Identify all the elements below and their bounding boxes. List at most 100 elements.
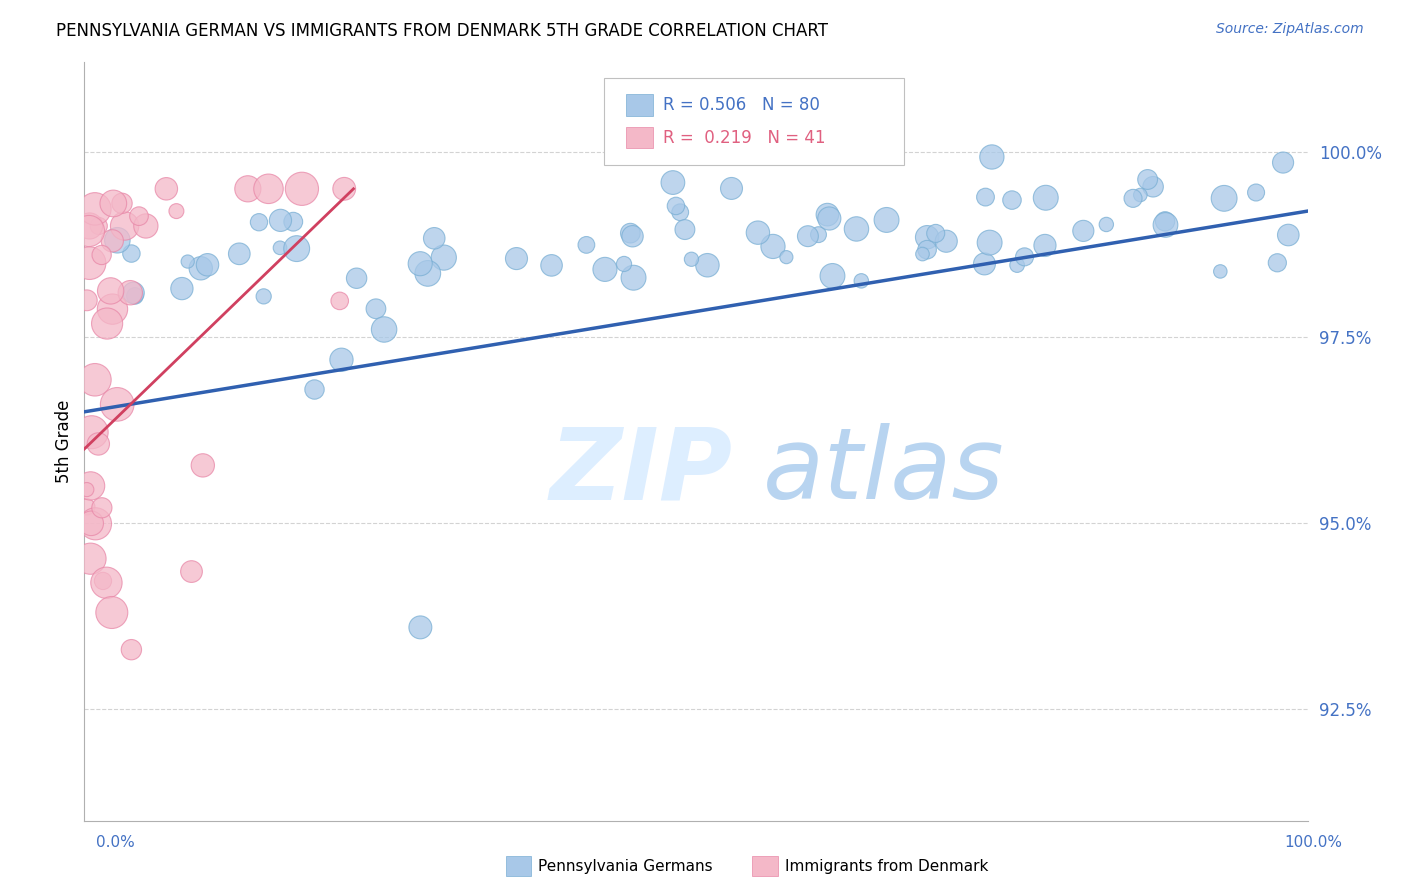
Point: [100, 284, 122, 298]
Text: ZIP: ZIP: [550, 424, 733, 520]
Point: [329, 293, 352, 308]
Point: [768, 148, 790, 162]
Point: [128, 209, 150, 223]
Point: [190, 261, 212, 276]
Point: [114, 219, 136, 233]
Text: Pennsylvania Germans: Pennsylvania Germans: [538, 859, 713, 873]
Point: [925, 227, 948, 241]
Point: [815, 208, 838, 222]
Point: [911, 247, 934, 261]
Point: [593, 262, 616, 277]
Point: [720, 181, 742, 195]
Point: [818, 211, 841, 226]
Point: [257, 182, 280, 196]
Point: [79, 256, 101, 270]
FancyBboxPatch shape: [626, 127, 654, 148]
Point: [1035, 191, 1057, 205]
Point: [87, 219, 110, 233]
Point: [696, 258, 718, 272]
Point: [111, 196, 134, 211]
Point: [291, 182, 314, 196]
Point: [364, 301, 387, 316]
Y-axis label: 5th Grade: 5th Grade: [55, 400, 73, 483]
Point: [87, 437, 110, 451]
Point: [120, 246, 142, 260]
Point: [935, 234, 957, 248]
Point: [247, 215, 270, 229]
Text: 100.0%: 100.0%: [1285, 836, 1343, 850]
Point: [346, 271, 368, 285]
Point: [103, 196, 125, 211]
Point: [333, 182, 356, 196]
Point: [105, 233, 128, 247]
Point: [1154, 218, 1177, 232]
Point: [101, 302, 124, 317]
Point: [191, 458, 214, 473]
Point: [575, 238, 598, 252]
Point: [433, 251, 456, 265]
Point: [197, 258, 219, 272]
Point: [821, 268, 844, 283]
Point: [1014, 250, 1036, 264]
Point: [673, 222, 696, 236]
Point: [120, 285, 142, 300]
Point: [662, 176, 685, 190]
Point: [1136, 172, 1159, 186]
Point: [373, 322, 395, 336]
Text: 0.0%: 0.0%: [96, 836, 135, 850]
Point: [80, 425, 103, 440]
Point: [1122, 191, 1144, 205]
Point: [79, 479, 101, 493]
Point: [269, 241, 291, 255]
Text: R =  0.219   N = 41: R = 0.219 N = 41: [664, 128, 825, 146]
Point: [409, 620, 432, 634]
Point: [747, 226, 769, 240]
Point: [762, 239, 785, 253]
Point: [105, 397, 128, 411]
Point: [84, 516, 107, 531]
Text: R = 0.506   N = 80: R = 0.506 N = 80: [664, 96, 820, 114]
Point: [1213, 191, 1236, 205]
Point: [619, 226, 641, 240]
Point: [90, 248, 112, 262]
Point: [90, 500, 112, 515]
Point: [236, 182, 259, 196]
Point: [96, 317, 118, 331]
Point: [845, 222, 868, 236]
Point: [253, 289, 276, 303]
Point: [83, 202, 105, 216]
Text: PENNSYLVANIA GERMAN VS IMMIGRANTS FROM DENMARK 5TH GRADE CORRELATION CHART: PENNSYLVANIA GERMAN VS IMMIGRANTS FROM D…: [56, 22, 828, 40]
Point: [155, 182, 177, 196]
Point: [96, 575, 118, 590]
Point: [76, 500, 98, 514]
Point: [974, 190, 997, 204]
Point: [973, 257, 995, 271]
Point: [775, 250, 797, 264]
Point: [876, 213, 898, 227]
Point: [122, 285, 145, 300]
Point: [1005, 258, 1028, 272]
Point: [1033, 238, 1056, 252]
Point: [77, 224, 100, 238]
Point: [915, 243, 938, 257]
Point: [613, 257, 636, 271]
Point: [1244, 186, 1267, 200]
Point: [423, 231, 446, 245]
Point: [124, 289, 146, 303]
Point: [1277, 227, 1299, 242]
Point: [79, 551, 101, 566]
Point: [807, 227, 830, 242]
Point: [330, 352, 353, 367]
Text: Source: ZipAtlas.com: Source: ZipAtlas.com: [1216, 22, 1364, 37]
Point: [1265, 256, 1288, 270]
Point: [1142, 179, 1164, 194]
Point: [797, 229, 820, 244]
Point: [228, 247, 250, 261]
FancyBboxPatch shape: [626, 95, 654, 115]
Point: [915, 230, 938, 244]
Point: [1272, 155, 1295, 169]
Point: [304, 383, 326, 397]
Point: [101, 606, 124, 620]
Point: [1129, 188, 1152, 202]
FancyBboxPatch shape: [605, 78, 904, 165]
